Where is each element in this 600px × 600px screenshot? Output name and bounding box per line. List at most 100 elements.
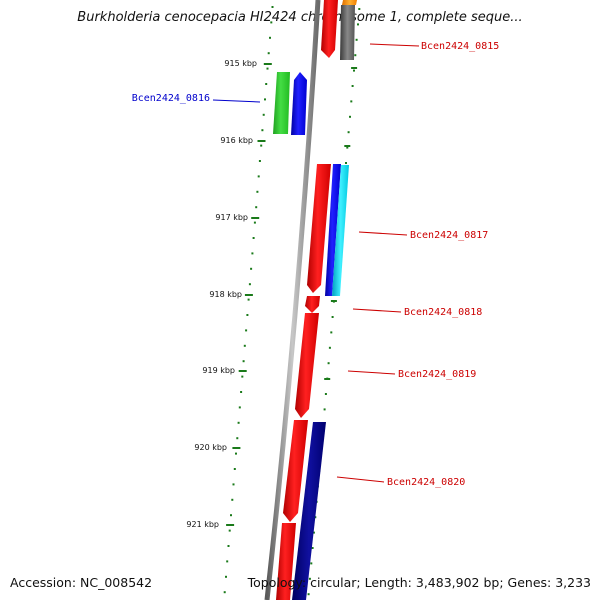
scale-dot bbox=[243, 344, 246, 347]
gene-label-bcen2424-0818[interactable]: Bcen2424_0818 bbox=[404, 307, 482, 318]
outer-ring-dot bbox=[327, 362, 330, 365]
scale-label-920: 920 kbp bbox=[194, 443, 227, 452]
accession-text: Accession: NC_008542 bbox=[10, 575, 153, 590]
scale-dot bbox=[269, 36, 271, 39]
outer-ring-dot bbox=[308, 577, 311, 580]
gene-feature-bcen2424-0816-green[interactable] bbox=[273, 72, 290, 134]
gene-label-bcen2424-0816[interactable]: Bcen2424_0816 bbox=[132, 93, 210, 104]
scale-dot bbox=[271, 6, 274, 8]
outer-ring-dot bbox=[307, 593, 310, 596]
scale-dot bbox=[256, 190, 259, 193]
scale-major-tick bbox=[251, 217, 260, 219]
outer-ring-dot bbox=[323, 408, 326, 411]
outer-ring-dot bbox=[354, 54, 357, 57]
scale-dot bbox=[270, 21, 273, 24]
leader-bcen2424-0820 bbox=[336, 476, 385, 483]
scale-dot bbox=[245, 329, 248, 332]
leader-bcen2424-0817 bbox=[358, 231, 408, 236]
scale-dot bbox=[225, 575, 227, 578]
scale-dot bbox=[236, 437, 239, 440]
scale-dot bbox=[264, 98, 266, 101]
scale-major-tick bbox=[244, 294, 253, 296]
scale-dot bbox=[228, 529, 231, 532]
scale-labels: 915 kbp 916 kbp 917 kbp 918 kbp 919 kbp … bbox=[186, 59, 257, 529]
outer-ring-dot bbox=[358, 8, 361, 10]
gene-label-bcen2424-0815[interactable]: Bcen2424_0815 bbox=[421, 41, 499, 52]
outer-ring-dot bbox=[355, 38, 358, 41]
scale-dot bbox=[241, 375, 244, 378]
outer-ring-dot bbox=[353, 69, 355, 72]
leader-bcen2424-0815 bbox=[369, 43, 420, 47]
scale-dot bbox=[266, 67, 269, 70]
leader-bcen2424-0819 bbox=[347, 370, 396, 375]
scale-dot bbox=[230, 514, 232, 517]
scale-dot bbox=[252, 237, 255, 239]
gene-feature-bcen2424-0819-red[interactable] bbox=[295, 313, 319, 418]
scale-dot bbox=[235, 452, 237, 455]
gene-labels: Bcen2424_0815 Bcen2424_0816 Bcen2424_081… bbox=[132, 41, 500, 488]
outer-ring-dot bbox=[347, 131, 350, 134]
scale-dot bbox=[257, 175, 260, 178]
gene-feature-red-bottom[interactable] bbox=[276, 523, 296, 600]
scale-major-tick bbox=[226, 524, 235, 526]
gene-label-bcen2424-0817[interactable]: Bcen2424_0817 bbox=[410, 230, 488, 241]
scale-dot bbox=[246, 314, 249, 316]
gene-feature-bcen2424-0815-red[interactable] bbox=[321, 0, 338, 58]
gene-label-bcen2424-0820[interactable]: Bcen2424_0820 bbox=[387, 477, 465, 488]
outer-ring-dot bbox=[312, 531, 315, 534]
outer-ring-dot bbox=[331, 316, 334, 318]
outer-ring-dot bbox=[324, 393, 327, 395]
scale-major-tick bbox=[232, 447, 241, 449]
scale-major-tick bbox=[263, 63, 272, 65]
scale-dot bbox=[223, 591, 226, 594]
gene-feature-bcen2424-0817-blue[interactable] bbox=[325, 164, 341, 296]
scale-major-tick bbox=[257, 140, 266, 142]
scale-label-916: 916 kbp bbox=[220, 136, 253, 145]
backbone-arc bbox=[264, 0, 321, 600]
scale-dot bbox=[253, 221, 256, 224]
outer-ring-mark bbox=[330, 300, 337, 302]
gene-feature-bcen2424-0817-red[interactable] bbox=[307, 164, 331, 293]
gene-feature-orange-top[interactable] bbox=[342, 0, 357, 5]
outer-ring-mark bbox=[324, 378, 331, 380]
scale-major-tick bbox=[238, 370, 247, 372]
outer-ring-dot bbox=[311, 547, 314, 549]
leader-bcen2424-0818 bbox=[352, 308, 402, 313]
scale-dot bbox=[240, 391, 243, 393]
scale-dot bbox=[231, 498, 234, 501]
scale-dot bbox=[237, 421, 240, 424]
outer-ring-dot bbox=[330, 331, 333, 334]
scale-label-915: 915 kbp bbox=[224, 59, 257, 68]
outer-ring-mark bbox=[351, 67, 358, 69]
outer-ring-dot bbox=[357, 23, 359, 26]
outer-ring-mark bbox=[344, 145, 351, 147]
map-title: Burkholderia cenocepacia HI2424 chromoso… bbox=[77, 10, 523, 25]
scale-label-919: 919 kbp bbox=[202, 366, 235, 375]
gene-feature-bcen2424-0817-cyan[interactable] bbox=[332, 165, 349, 296]
scale-label-918: 918 kbp bbox=[209, 290, 242, 299]
scale-dot bbox=[251, 252, 254, 255]
gene-feature-bcen2424-0818-red[interactable] bbox=[305, 296, 320, 313]
gene-feature-bcen2424-0816-blue[interactable] bbox=[291, 72, 307, 135]
gene-feature-bcen2424-0820-red[interactable] bbox=[283, 420, 308, 522]
scale-dot bbox=[265, 83, 268, 85]
scale-dot bbox=[227, 545, 230, 547]
outer-ring-dot bbox=[346, 146, 349, 149]
scale-dot bbox=[250, 267, 253, 270]
scale-dot bbox=[261, 129, 264, 132]
scale-dot bbox=[255, 206, 258, 209]
gene-feature-bcen2424-0815-gray[interactable] bbox=[340, 5, 355, 60]
gene-label-bcen2424-0819[interactable]: Bcen2424_0819 bbox=[398, 369, 476, 380]
scale-label-921: 921 kbp bbox=[186, 520, 219, 529]
gene-features bbox=[273, 0, 357, 600]
scale-label-917: 917 kbp bbox=[215, 213, 248, 222]
gene-feature-bcen2424-0820-navy[interactable] bbox=[292, 422, 326, 600]
scale-dot bbox=[267, 52, 270, 55]
scale-dot bbox=[238, 406, 241, 409]
scale-dot bbox=[232, 483, 235, 486]
outer-ring-dot bbox=[351, 85, 354, 87]
leader-bcen2424-0816 bbox=[212, 99, 261, 103]
scale-dot bbox=[226, 560, 229, 563]
scale-ticks bbox=[223, 6, 274, 594]
